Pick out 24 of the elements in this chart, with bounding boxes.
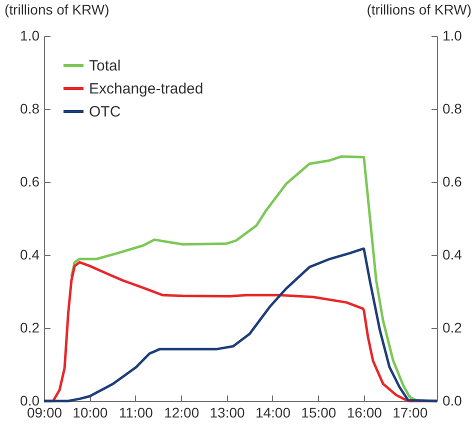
x-tick-label: 13:00: [210, 404, 246, 420]
x-tick-label: 14:00: [255, 404, 291, 420]
x-tick-label: 11:00: [118, 404, 154, 420]
x-tick-label: 16:00: [346, 404, 382, 420]
y2-tick-label: 0.6: [442, 174, 462, 190]
y-tick-label: 0.2: [20, 320, 40, 336]
y2-tick-label: 0.8: [442, 100, 462, 116]
legend-label: OTC: [89, 104, 121, 120]
y2-axis-title: (trillions of KRW): [366, 2, 472, 18]
y2-tick-label: 1.0: [442, 28, 462, 44]
y-axis-title: (trillions of KRW): [4, 2, 110, 18]
legend-label: Total: [89, 58, 121, 74]
legend-label: Exchange-traded: [89, 80, 204, 98]
y2-tick-label: 0.2: [442, 320, 462, 336]
x-tick-label: 15:00: [301, 404, 336, 420]
y-tick-label: 0.8: [20, 100, 40, 116]
x-tick-label: 12:00: [164, 404, 200, 420]
x-tick-label: 17:00: [392, 404, 428, 420]
y2-tick-label: 0.4: [442, 246, 462, 262]
y-tick-label: 0.6: [20, 174, 40, 190]
y-tick-label: 0.4: [20, 246, 40, 262]
y2-tick-label: 0.0: [442, 392, 462, 408]
x-tick-label: 10:00: [72, 404, 108, 420]
y-tick-label: 1.0: [20, 28, 40, 44]
